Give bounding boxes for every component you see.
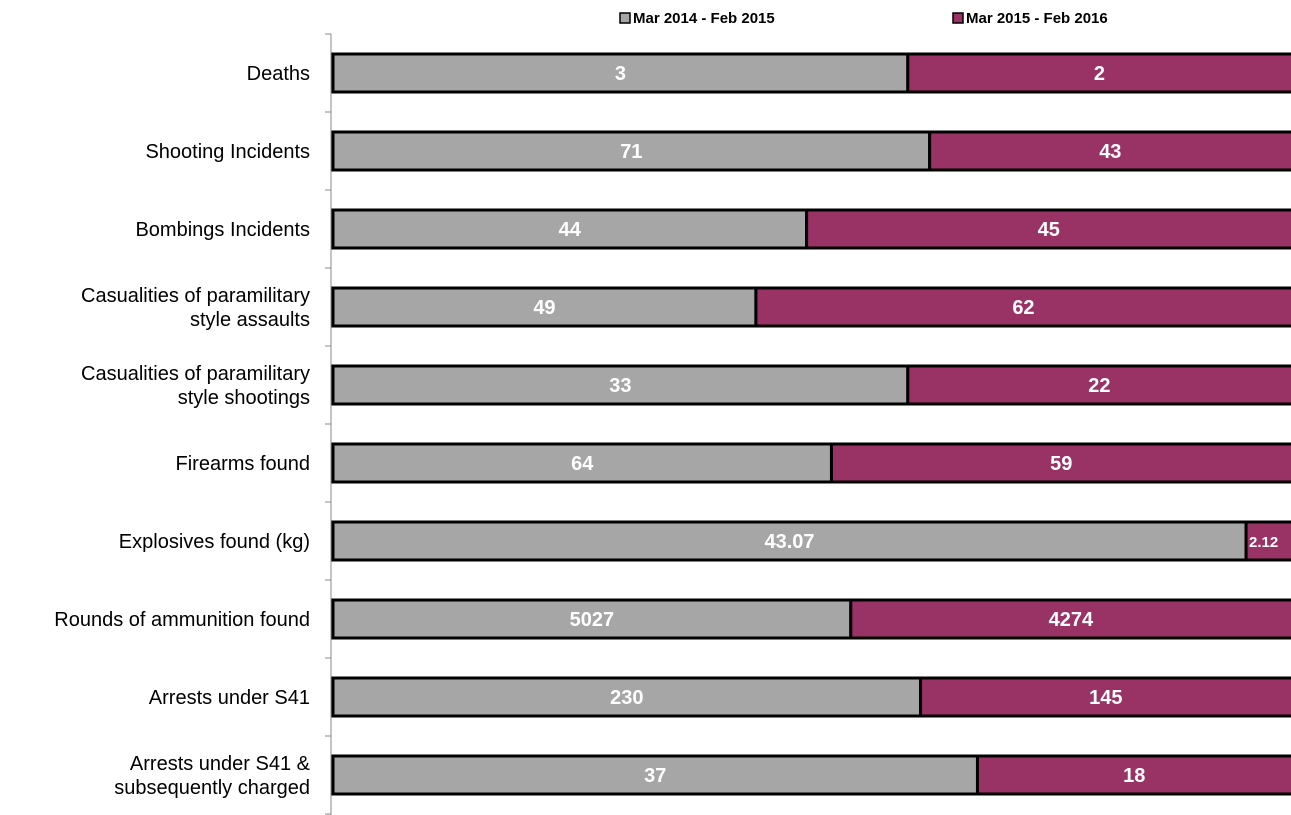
data-label-casualities-of-paramilitary-style-shootings-series-1: 33 [609,375,631,397]
category-axis-ticks [325,33,331,815]
data-label-bombings-incidents-series-2: 45 [1038,219,1060,241]
data-label-firearms-found-series-2: 59 [1050,453,1072,475]
bar-rounds-of-ammunition-found-series-2 [849,598,1291,640]
category-label-casualities-of-paramilitary-style-assaults: Casualities of paramilitary style assault… [81,285,310,331]
data-label-shooting-incidents-series-2: 43 [1099,141,1121,163]
bar-casualities-of-paramilitary-style-shootings-series-1 [331,364,910,406]
data-label-rounds-of-ammunition-found-series-2: 4274 [1049,609,1094,631]
data-label-arrests-under-s41-series-1: 230 [610,687,643,709]
bar-deaths-series-1 [331,52,910,94]
legend-label-series-2: Mar 2015 - Feb 2016 [966,10,1108,27]
data-label-deaths-series-2: 2 [1094,63,1105,85]
category-label-bombings-incidents: Bombings Incidents [135,219,310,241]
bar-bombings-incidents-series-2 [805,208,1291,250]
bar-bombings-incidents-series-1 [331,208,809,250]
data-label-rounds-of-ammunition-found-series-1: 5027 [570,609,615,631]
data-label-arrests-under-s41-subsequently-charged-series-1: 37 [644,765,666,787]
bar-casualities-of-paramilitary-style-assaults-series-1 [331,286,758,328]
category-labels: Deaths Shooting Incidents Bombings Inciden… [54,63,310,799]
data-label-deaths-series-1: 3 [615,63,626,85]
data-label-arrests-under-s41-series-2: 145 [1089,687,1122,709]
category-label-shooting-incidents: Shooting Incidents [145,141,310,163]
category-label-deaths: Deaths [247,63,310,85]
bar-firearms-found-series-2 [829,442,1291,484]
legend-label-series-1: Mar 2014 - Feb 2015 [633,10,775,27]
category-label-casualities-of-paramilitary-style-shootings: Casualities of paramilitary style shootin… [81,363,310,409]
data-label-shooting-incidents-series-1: 71 [620,141,642,163]
bar-arrests-under-s41-series-2 [919,676,1291,718]
bar-deaths-series-2 [906,52,1291,94]
bar-arrests-under-s41-series-1 [331,676,923,718]
bar-firearms-found-series-1 [331,442,833,484]
data-label-firearms-found-series-1: 64 [571,453,594,475]
data-label-arrests-under-s41-subsequently-charged-series-2: 18 [1123,765,1145,787]
bar-rounds-of-ammunition-found-series-1 [331,598,853,640]
bar-shooting-incidents-series-1 [331,130,932,172]
data-label-explosives-found-kg-series-1: 43.07 [764,531,814,553]
bar-casualities-of-paramilitary-style-assaults-series-2 [754,286,1291,328]
data-label-explosives-found-kg-series-2: 2.12 [1249,534,1278,551]
bar-shooting-incidents-series-2 [928,130,1291,172]
data-label-casualities-of-paramilitary-style-assaults-series-2: 62 [1012,297,1034,319]
plot-area: 3 2 71 43 44 45 49 62 33 22 64 59 43.07 2.12 5027 4274 2… [331,52,1291,796]
data-label-bombings-incidents-series-1: 44 [559,219,582,241]
category-label-explosives-found-kg: Explosives found (kg) [119,531,310,553]
data-label-casualities-of-paramilitary-style-shootings-series-2: 22 [1088,375,1110,397]
data-label-casualities-of-paramilitary-style-assaults-series-1: 49 [533,297,555,319]
category-label-arrests-under-s41: Arrests under S41 [149,687,310,709]
bar-explosives-found-kg-series-2 [1244,520,1291,562]
category-label-rounds-of-ammunition-found: Rounds of ammunition found [54,609,310,631]
category-label-arrests-under-s41-subsequently-charged: Arrests under S41 & subsequently charged [114,753,310,799]
legend-swatch-series-1 [619,12,631,24]
legend: Mar 2014 - Feb 2015 Mar 2015 - Feb 2016 [619,10,1108,27]
bar-arrests-under-s41-subsequently-charged-series-2 [975,754,1291,796]
bar-casualities-of-paramilitary-style-shootings-series-2 [906,364,1291,406]
legend-swatch-series-2 [952,12,964,24]
category-label-firearms-found: Firearms found [176,453,311,475]
